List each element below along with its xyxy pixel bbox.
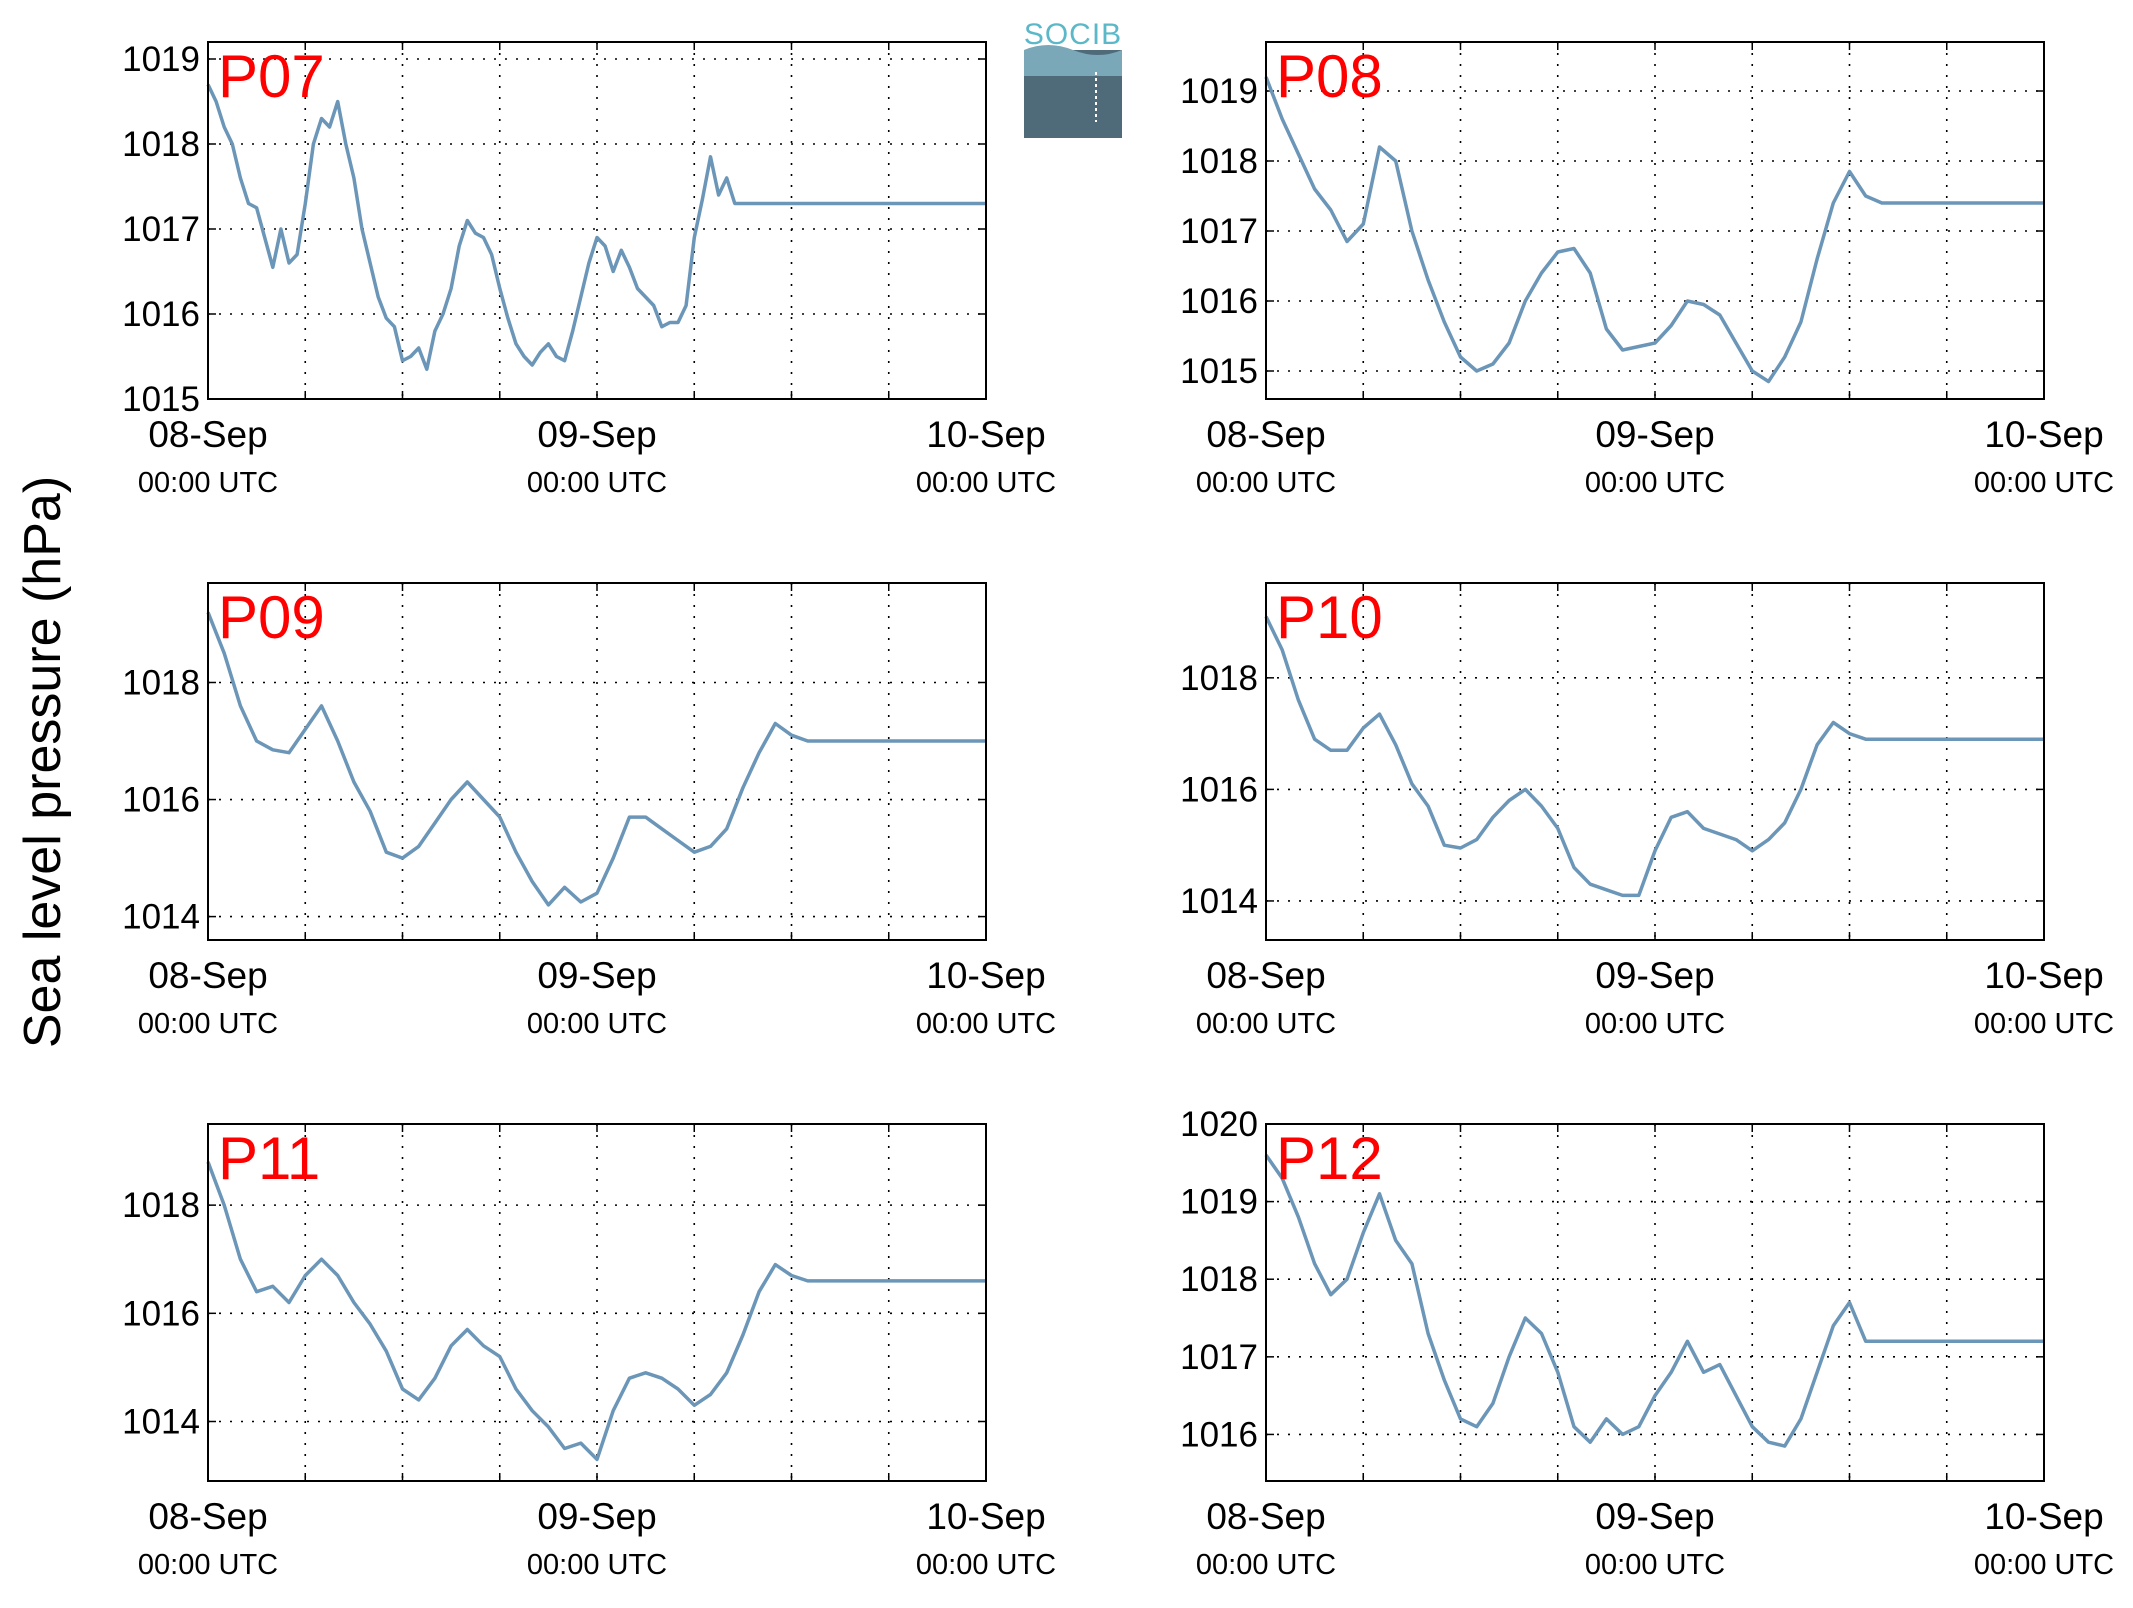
- x-tick-date: 08-Sep: [148, 955, 267, 996]
- x-tick-time: 00:00 UTC: [138, 1008, 278, 1040]
- logo-text: SOCIB: [1024, 18, 1122, 51]
- x-tick-date: 09-Sep: [1595, 955, 1714, 996]
- x-tick-time: 00:00 UTC: [1585, 1008, 1725, 1040]
- y-tick-label: 1016: [1180, 1415, 1258, 1454]
- logo-wave: [1024, 45, 1122, 76]
- y-tick-label: 1017: [1180, 212, 1258, 251]
- y-tick-label: 1016: [122, 295, 200, 334]
- x-tick-time: 00:00 UTC: [1974, 1549, 2114, 1581]
- y-tick-label: 1018: [122, 663, 200, 702]
- panel-title: P08: [1276, 43, 1383, 110]
- y-tick-label: 1019: [122, 40, 200, 79]
- axes-frame: [207, 41, 987, 400]
- series-line: [206, 83, 986, 371]
- series-line: [1264, 615, 2044, 898]
- x-tick-date: 10-Sep: [926, 1496, 1045, 1537]
- x-tick-time: 00:00 UTC: [138, 1549, 278, 1581]
- y-tick-label: 1018: [1180, 659, 1258, 698]
- x-tick-date: 10-Sep: [1984, 414, 2103, 455]
- y-tick-label: 1017: [122, 210, 200, 249]
- x-tick-date: 08-Sep: [1206, 955, 1325, 996]
- x-tick-time: 00:00 UTC: [527, 1008, 667, 1040]
- series-line: [206, 611, 986, 907]
- x-tick-time: 00:00 UTC: [1585, 1549, 1725, 1581]
- x-tick-time: 00:00 UTC: [1196, 467, 1336, 499]
- x-tick-time: 00:00 UTC: [1974, 1008, 2114, 1040]
- y-tick-label: 1018: [122, 125, 200, 164]
- panel-p11: 1014 1016 1018 08-Sep 00:00 UTC 09-Sep 00:00 U…: [122, 1123, 1056, 1581]
- x-tick-date: 08-Sep: [148, 1496, 267, 1537]
- x-tick-time: 00:00 UTC: [527, 1549, 667, 1581]
- panels: 1015 1016 1017 1018 1019 08-Sep 00:00 UTC 09-Se…: [122, 40, 2114, 1581]
- x-tick-date: 09-Sep: [537, 1496, 656, 1537]
- x-tick-time: 00:00 UTC: [1974, 467, 2114, 499]
- x-tick-time: 00:00 UTC: [1196, 1549, 1336, 1581]
- y-tick-label: 1018: [122, 1186, 200, 1225]
- axes-frame: [207, 582, 987, 941]
- x-tick-date: 09-Sep: [537, 414, 656, 455]
- x-tick-date: 09-Sep: [537, 955, 656, 996]
- panel-p10: 1014 1016 1018 08-Sep 00:00 UTC 09-Sep 00:00 U…: [1180, 582, 2114, 1040]
- x-tick-date: 08-Sep: [148, 414, 267, 455]
- y-tick-label: 1016: [1180, 770, 1258, 809]
- x-tick-date: 09-Sep: [1595, 1496, 1714, 1537]
- x-tick-date: 08-Sep: [1206, 1496, 1325, 1537]
- panel-p08: 1015 1016 1017 1018 1019 08-Sep 00:00 UTC 09-Se…: [1180, 41, 2114, 499]
- axes-frame: [1265, 582, 2045, 941]
- x-tick-time: 00:00 UTC: [138, 467, 278, 499]
- series-line: [1264, 76, 2044, 384]
- y-tick-label: 1014: [122, 898, 200, 937]
- panel-title: P11: [218, 1125, 320, 1192]
- x-tick-date: 09-Sep: [1595, 414, 1714, 455]
- panel-p07: 1015 1016 1017 1018 1019 08-Sep 00:00 UTC 09-Se…: [122, 40, 1056, 499]
- y-tick-label: 1014: [1180, 882, 1258, 921]
- y-tick-label: 1017: [1180, 1338, 1258, 1377]
- figure-ylabel: Sea level pressure (hPa): [14, 476, 72, 1048]
- x-tick-date: 10-Sep: [1984, 1496, 2103, 1537]
- x-tick-time: 00:00 UTC: [916, 467, 1056, 499]
- x-tick-date: 10-Sep: [1984, 955, 2103, 996]
- y-tick-label: 1016: [122, 1294, 200, 1333]
- x-tick-time: 00:00 UTC: [916, 1549, 1056, 1581]
- x-tick-time: 00:00 UTC: [527, 467, 667, 499]
- series-line: [1264, 1154, 2044, 1448]
- axes-frame: [1265, 1123, 2045, 1482]
- y-tick-label: 1014: [122, 1403, 200, 1442]
- x-tick-date: 08-Sep: [1206, 414, 1325, 455]
- y-tick-label: 1019: [1180, 1183, 1258, 1222]
- panel-title: P07: [218, 43, 325, 110]
- y-tick-label: 1016: [1180, 282, 1258, 321]
- y-tick-label: 1016: [122, 781, 200, 820]
- panel-title: P12: [1276, 1125, 1383, 1192]
- x-tick-time: 00:00 UTC: [1585, 467, 1725, 499]
- panel-p12: 1016 1017 1018 1019 1020 08-Sep 00:00 UTC 09-Se…: [1180, 1105, 2114, 1581]
- y-tick-label: 1015: [122, 380, 200, 419]
- x-tick-time: 00:00 UTC: [1196, 1008, 1336, 1040]
- x-tick-date: 10-Sep: [926, 955, 1045, 996]
- series-line: [206, 1161, 986, 1462]
- socib-logo: SOCIB: [1024, 18, 1122, 138]
- x-tick-date: 10-Sep: [926, 414, 1045, 455]
- panel-title: P09: [218, 584, 325, 651]
- panel-title: P10: [1276, 584, 1383, 651]
- y-tick-label: 1019: [1180, 72, 1258, 111]
- panel-p09: 1014 1016 1018 08-Sep 00:00 UTC 09-Sep 00:00 U…: [122, 582, 1056, 1040]
- y-tick-label: 1018: [1180, 1260, 1258, 1299]
- axes-frame: [1265, 41, 2045, 400]
- y-tick-label: 1015: [1180, 352, 1258, 391]
- axes-frame: [207, 1123, 987, 1482]
- x-tick-time: 00:00 UTC: [916, 1008, 1056, 1040]
- y-tick-label: 1020: [1180, 1105, 1258, 1144]
- y-tick-label: 1018: [1180, 142, 1258, 181]
